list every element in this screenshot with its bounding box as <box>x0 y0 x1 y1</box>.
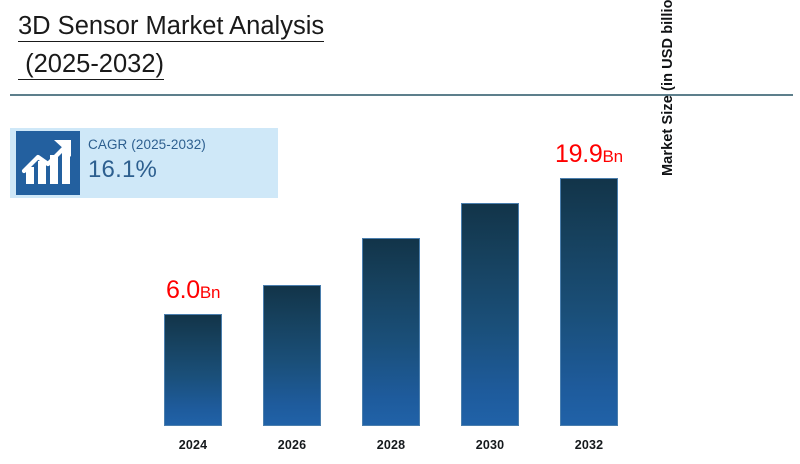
x-tick-label-2026: 2026 <box>277 438 307 452</box>
bar-value-label-2024: 6.0Bn <box>166 278 220 303</box>
x-tick-label-2030: 2030 <box>475 438 505 452</box>
header-divider <box>10 94 793 96</box>
bar-value-number: 6.0 <box>166 276 200 304</box>
bar-value-label-2032: 19.9Bn <box>555 142 623 167</box>
page-title-line-2: (2025-2032) <box>18 50 165 80</box>
x-tick-label-2032: 2032 <box>574 438 604 452</box>
bar-2032 <box>560 178 618 426</box>
x-tick-label-2028: 2028 <box>376 438 406 452</box>
x-tick-label-2024: 2024 <box>178 438 208 452</box>
cagr-badge: CAGR (2025-2032) 16.1% <box>10 128 278 198</box>
bar-2024 <box>164 314 222 426</box>
bar-2030 <box>461 203 519 426</box>
page-title: 3D Sensor Market Analysis (2025-2032) <box>18 10 658 81</box>
bar-2026 <box>263 285 321 426</box>
cagr-value: 16.1% <box>88 156 158 183</box>
y-axis-title: Market Size (in USD billion) <box>660 0 676 176</box>
cagr-label: CAGR (2025-2032) <box>88 137 206 152</box>
page-title-line-1: 3D Sensor Market Analysis <box>18 12 325 42</box>
bar-value-unit: Bn <box>199 283 221 302</box>
bar-value-unit: Bn <box>602 147 623 166</box>
cagr-text-block: CAGR (2025-2032) 16.1% <box>88 136 273 185</box>
header: 3D Sensor Market Analysis (2025-2032) <box>0 0 800 96</box>
growth-chart-arrow-icon <box>16 131 80 195</box>
bar-value-number: 19.9 <box>555 140 603 168</box>
bar-2028 <box>362 238 420 426</box>
